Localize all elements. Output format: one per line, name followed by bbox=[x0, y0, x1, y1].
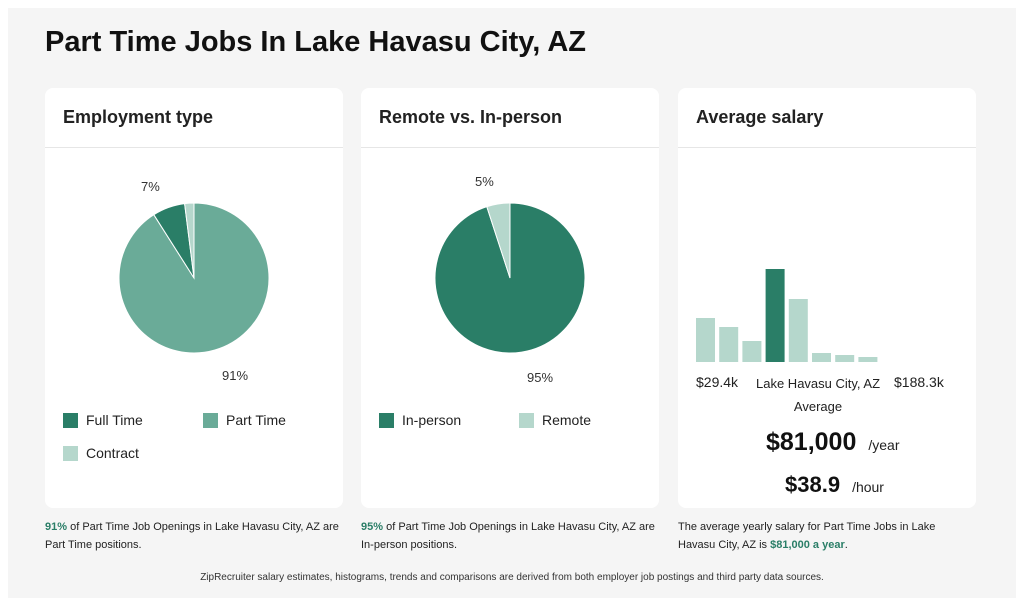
note-pct: 95% bbox=[361, 521, 384, 533]
footer-disclaimer: ZipRecruiter salary estimates, histogram… bbox=[200, 572, 824, 583]
remote-note: 95% of Part Time Job Openings in Lake Ha… bbox=[361, 518, 661, 554]
page-title: Part Time Jobs In Lake Havasu City, AZ bbox=[45, 26, 586, 58]
legend-label: Full Time bbox=[86, 412, 143, 428]
note-end: . bbox=[844, 539, 848, 551]
card-title: Employment type bbox=[45, 88, 343, 148]
hourly-value: $38.9 bbox=[785, 472, 841, 497]
legend-contract: Contract bbox=[63, 445, 139, 461]
note-pct: 91% bbox=[45, 521, 68, 533]
pie-label-full-time: 7% bbox=[141, 179, 160, 194]
legend-label: Contract bbox=[86, 445, 139, 461]
note-text: The average yearly salary for Part Time … bbox=[678, 521, 936, 551]
pie-label-part-time: 91% bbox=[222, 368, 249, 383]
legend-swatch bbox=[203, 412, 218, 428]
pie-slice-remote bbox=[486, 202, 511, 279]
histogram-bar bbox=[835, 355, 855, 362]
employment-note: 91% of Part Time Job Openings in Lake Ha… bbox=[45, 518, 345, 554]
salary-histogram bbox=[696, 269, 878, 362]
employment-type-card: Employment type 7% 91% Full Time Part Ti… bbox=[45, 88, 343, 508]
note-text: of Part Time Job Openings in Lake Havasu… bbox=[361, 521, 655, 551]
pie-label-in-person: 95% bbox=[527, 370, 554, 385]
card-title: Remote vs. In-person bbox=[361, 88, 659, 148]
min-salary-label: $29.4k bbox=[696, 374, 739, 390]
location-label: Lake Havasu City, AZ bbox=[756, 376, 881, 391]
remote-card: Remote vs. In-person 5% 95% In-person Re… bbox=[361, 88, 659, 508]
yearly-value: $81,000 bbox=[766, 428, 857, 456]
histogram-bar bbox=[719, 327, 739, 362]
remote-pie bbox=[434, 202, 586, 354]
histogram-bar bbox=[788, 299, 808, 362]
histogram-bar bbox=[858, 357, 878, 362]
salary-card: Average salary $29.4k Lake Havasu City, … bbox=[678, 88, 976, 508]
legend-in-person: In-person bbox=[379, 412, 461, 428]
legend-label: Part Time bbox=[226, 412, 286, 428]
legend-swatch bbox=[63, 412, 78, 428]
yearly-unit: /year bbox=[868, 437, 900, 453]
hourly-salary: $38.9 /hour bbox=[785, 472, 884, 498]
pie-label-remote: 5% bbox=[475, 174, 494, 189]
histogram-bar bbox=[742, 341, 762, 362]
legend-swatch bbox=[379, 412, 394, 428]
hourly-unit: /hour bbox=[852, 479, 884, 495]
legend-label: Remote bbox=[542, 412, 592, 428]
card-title: Average salary bbox=[678, 88, 976, 148]
yearly-salary: $81,000 /year bbox=[766, 428, 900, 457]
average-label: Average bbox=[793, 399, 843, 414]
legend-swatch bbox=[519, 412, 534, 428]
legend-remote: Remote bbox=[519, 412, 591, 428]
note-text: of Part Time Job Openings in Lake Havasu… bbox=[45, 521, 339, 551]
salary-note: The average yearly salary for Part Time … bbox=[678, 518, 958, 554]
legend-label: In-person bbox=[402, 412, 462, 428]
histogram-bar bbox=[696, 318, 715, 362]
max-salary-label: $188.3k bbox=[894, 374, 944, 390]
legend-part-time: Part Time bbox=[203, 412, 286, 428]
histogram-bar bbox=[765, 269, 785, 362]
pie-slice-contract bbox=[184, 202, 195, 279]
histogram-bar bbox=[812, 353, 831, 362]
legend-full-time: Full Time bbox=[63, 412, 143, 428]
employment-pie bbox=[118, 202, 270, 354]
legend-swatch bbox=[63, 445, 78, 461]
note-bold: $81,000 a year bbox=[770, 539, 845, 551]
